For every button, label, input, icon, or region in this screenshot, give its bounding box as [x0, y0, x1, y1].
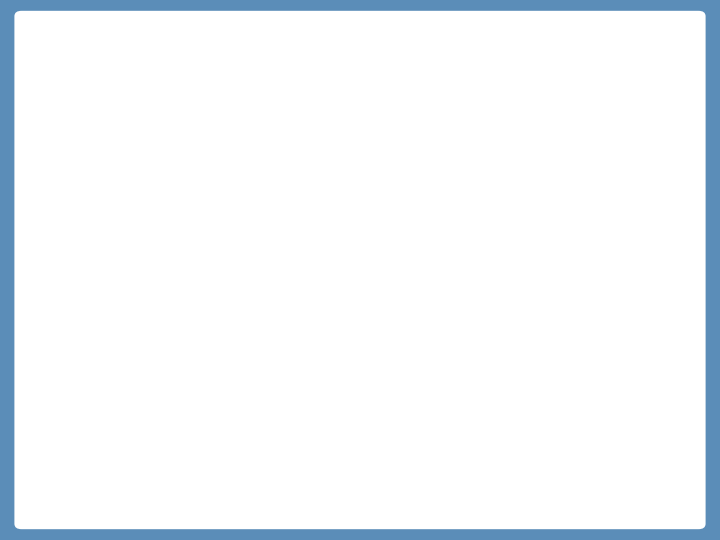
Text: $\mathregular{CH_3Cl}$: $\mathregular{CH_3Cl}$ — [421, 360, 535, 396]
Text: (b): (b) — [47, 251, 74, 270]
Text: boiling point.: boiling point. — [112, 302, 239, 321]
Text: HF: HF — [194, 361, 250, 395]
Text: $\mathregular{N_2}$: $\mathregular{N_2}$ — [86, 360, 135, 396]
Text: Rank these substances in order of increasing: Rank these substances in order of increa… — [112, 251, 551, 270]
Text: What types of intermolecular forces are: What types of intermolecular forces are — [112, 146, 500, 165]
Text: $\mathregular{SiCl_4}$: $\mathregular{SiCl_4}$ — [302, 360, 399, 396]
Text: (a): (a) — [47, 146, 74, 165]
Text: Example #2: Example #2 — [50, 65, 253, 94]
Text: present in the following substances?: present in the following substances? — [112, 197, 468, 216]
Text: $\mathregular{NH_3}$: $\mathregular{NH_3}$ — [558, 360, 636, 396]
